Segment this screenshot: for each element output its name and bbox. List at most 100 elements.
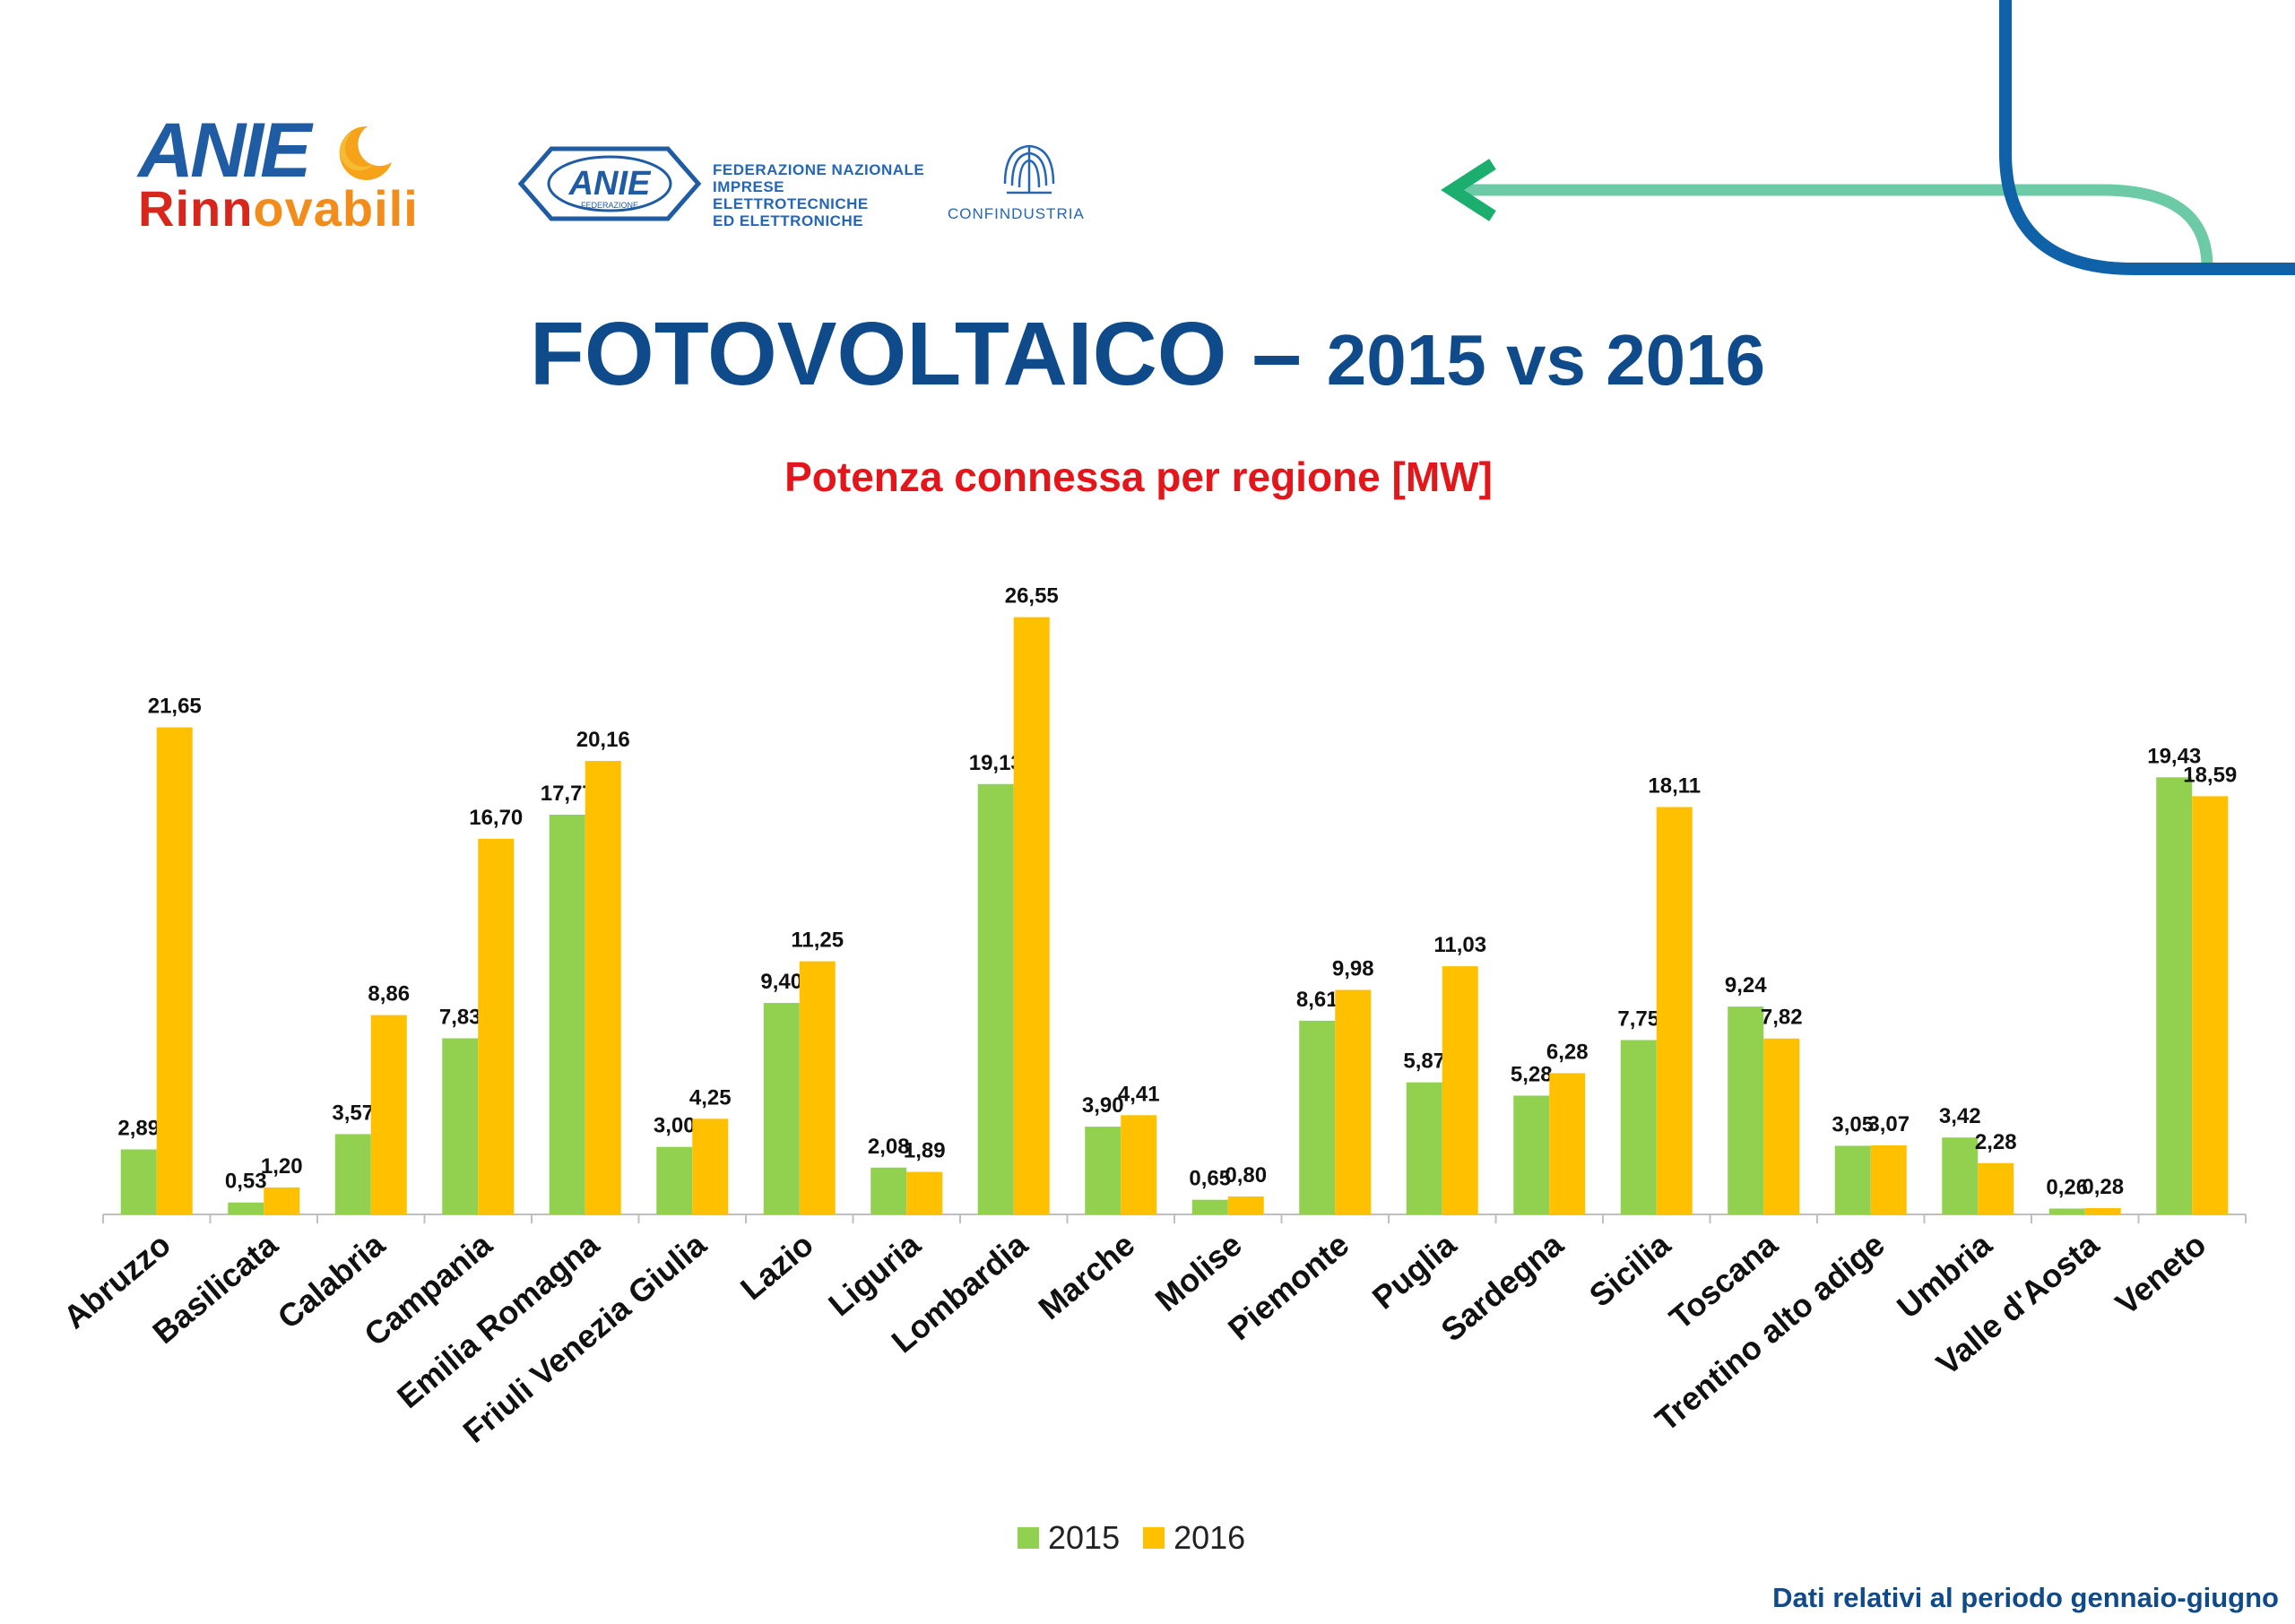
- data-label-2015-6: 9,40: [760, 970, 802, 994]
- legend-label-2016: 2016: [1173, 1519, 1246, 1556]
- bar-2015-3: [442, 1038, 479, 1214]
- category-label-10: Molise: [1148, 1226, 1249, 1318]
- legend-item-2015: 2015: [1018, 1519, 1120, 1557]
- bar-2016-17: [1978, 1162, 2014, 1214]
- bar-2015-8: [977, 783, 1014, 1214]
- category-label-19: Veneto: [2109, 1226, 2213, 1322]
- data-label-2016-7: 1,89: [904, 1139, 946, 1163]
- data-label-2016-6: 11,25: [791, 929, 844, 953]
- logo-rinnovabili-text: Rinnovabili: [138, 180, 419, 237]
- bar-2015-18: [2048, 1208, 2085, 1214]
- data-label-2015-3: 7,83: [439, 1005, 481, 1029]
- data-label-2015-5: 3,00: [654, 1114, 696, 1138]
- category-label-9: Marche: [1031, 1226, 1141, 1326]
- bar-2015-15: [1728, 1006, 1764, 1214]
- footer-note: Dati relativi al periodo gennaio-giugno: [1772, 1582, 2279, 1613]
- data-label-2015-17: 3,42: [1939, 1104, 1981, 1128]
- data-label-2016-18: 0,28: [2082, 1175, 2124, 1199]
- data-label-2016-16: 3,07: [1867, 1112, 1910, 1136]
- bar-2015-2: [334, 1134, 371, 1214]
- bar-2015-13: [1513, 1095, 1550, 1214]
- data-label-2015-11: 8,61: [1296, 988, 1338, 1012]
- data-label-2015-12: 5,87: [1403, 1050, 1445, 1074]
- legend-label-2015: 2015: [1048, 1519, 1121, 1556]
- bar-2015-0: [120, 1149, 157, 1214]
- data-label-2016-9: 4,41: [1118, 1082, 1160, 1106]
- bar-2015-14: [1620, 1040, 1657, 1214]
- bar-2016-4: [585, 760, 621, 1214]
- bar-2016-5: [692, 1119, 729, 1214]
- category-label-12: Puglia: [1365, 1225, 1464, 1316]
- data-label-2016-4: 20,16: [576, 728, 630, 752]
- bar-2015-5: [656, 1146, 693, 1214]
- bar-2016-1: [264, 1187, 300, 1214]
- bar-2016-3: [478, 838, 515, 1214]
- bar-2015-4: [549, 814, 585, 1214]
- data-label-2016-19: 18,59: [2183, 763, 2237, 787]
- bar-2016-6: [799, 961, 836, 1214]
- bar-2016-11: [1335, 989, 1372, 1214]
- legend-item-2016: 2016: [1143, 1519, 1245, 1557]
- data-label-2015-1: 0,53: [225, 1170, 267, 1194]
- bar-2016-18: [2084, 1207, 2121, 1214]
- bar-2016-0: [156, 727, 193, 1214]
- bar-2016-13: [1549, 1073, 1586, 1214]
- data-label-2016-1: 1,20: [261, 1154, 303, 1179]
- logo-anie-text: ANIE: [138, 108, 311, 194]
- bar-2016-10: [1227, 1196, 1264, 1214]
- data-label-2015-10: 0,65: [1189, 1167, 1231, 1191]
- bar-2015-16: [1834, 1145, 1871, 1214]
- bar-2016-19: [2192, 796, 2229, 1214]
- data-label-2016-8: 26,55: [1005, 584, 1059, 609]
- data-label-2015-15: 9,24: [1725, 973, 1767, 998]
- arrow-line: [1457, 184, 2213, 265]
- category-label-14: Sicilia: [1582, 1225, 1678, 1314]
- blue-arc: [1999, 0, 2295, 275]
- data-label-2015-2: 3,57: [332, 1101, 374, 1125]
- moon-icon: [339, 125, 392, 180]
- data-label-2016-5: 4,25: [689, 1085, 732, 1110]
- bar-2015-9: [1085, 1127, 1122, 1214]
- chart-legend: 2015 2016: [1018, 1519, 1269, 1557]
- federazione-badge-text: ANIE: [568, 165, 652, 203]
- confindustria-text: CONFINDUSTRIA: [948, 205, 1085, 222]
- data-label-2015-16: 3,05: [1832, 1112, 1874, 1136]
- federazione-badge-icon: ANIE FEDERAZIONE: [517, 146, 702, 221]
- data-label-2015-9: 3,90: [1082, 1093, 1124, 1118]
- bar-2015-7: [870, 1167, 907, 1214]
- anie-federazione-logo: ANIE FEDERAZIONE FEDERAZIONE NAZIONALE I…: [515, 143, 928, 229]
- arrow-head-icon: [1441, 159, 1496, 221]
- data-label-2016-0: 21,65: [148, 695, 202, 719]
- data-label-2015-13: 5,28: [1511, 1062, 1553, 1086]
- bar-2016-12: [1442, 966, 1478, 1214]
- data-label-2016-12: 11,03: [1433, 933, 1486, 957]
- confindustria-logo: CONFINDUSTRIA: [946, 139, 1098, 229]
- data-label-2016-13: 6,28: [1546, 1040, 1589, 1064]
- federazione-badge-subtext: FEDERAZIONE: [581, 201, 638, 210]
- data-label-2015-19: 19,43: [2147, 744, 2201, 768]
- legend-swatch-2015: [1018, 1527, 1039, 1549]
- data-label-2016-10: 0,80: [1225, 1163, 1267, 1188]
- chart-subtitle: Potenza connessa per regione [MW]: [784, 454, 1493, 500]
- bar-2015-6: [763, 1003, 800, 1214]
- data-label-2015-7: 2,08: [868, 1135, 910, 1159]
- data-label-2015-0: 2,89: [117, 1116, 160, 1140]
- bar-2015-17: [1942, 1137, 1979, 1214]
- category-label-6: Lazio: [733, 1226, 820, 1308]
- bar-2015-11: [1299, 1020, 1336, 1214]
- data-label-2016-14: 18,11: [1648, 773, 1701, 798]
- bar-2016-16: [1870, 1145, 1907, 1214]
- bar-2016-2: [370, 1015, 407, 1214]
- bar-2015-12: [1406, 1082, 1442, 1214]
- bar-2016-9: [1121, 1115, 1157, 1214]
- data-label-2016-2: 8,86: [368, 982, 410, 1006]
- category-label-11: Piemonte: [1221, 1226, 1355, 1348]
- data-label-2015-18: 0,26: [2046, 1175, 2088, 1199]
- anie-rinnovabili-logo: ANIE Rinnovabili: [134, 112, 421, 238]
- data-label-2016-15: 7,82: [1761, 1006, 1803, 1030]
- federazione-text: FEDERAZIONE NAZIONALE IMPRESE ELETTROTEC…: [713, 161, 925, 229]
- bar-chart: 2,8921,65Abruzzo0,531,20Basilicata3,578,…: [56, 584, 2247, 1450]
- data-label-2016-17: 2,28: [1975, 1130, 2017, 1154]
- legend-swatch-2016: [1143, 1527, 1165, 1549]
- bar-2016-7: [906, 1171, 943, 1214]
